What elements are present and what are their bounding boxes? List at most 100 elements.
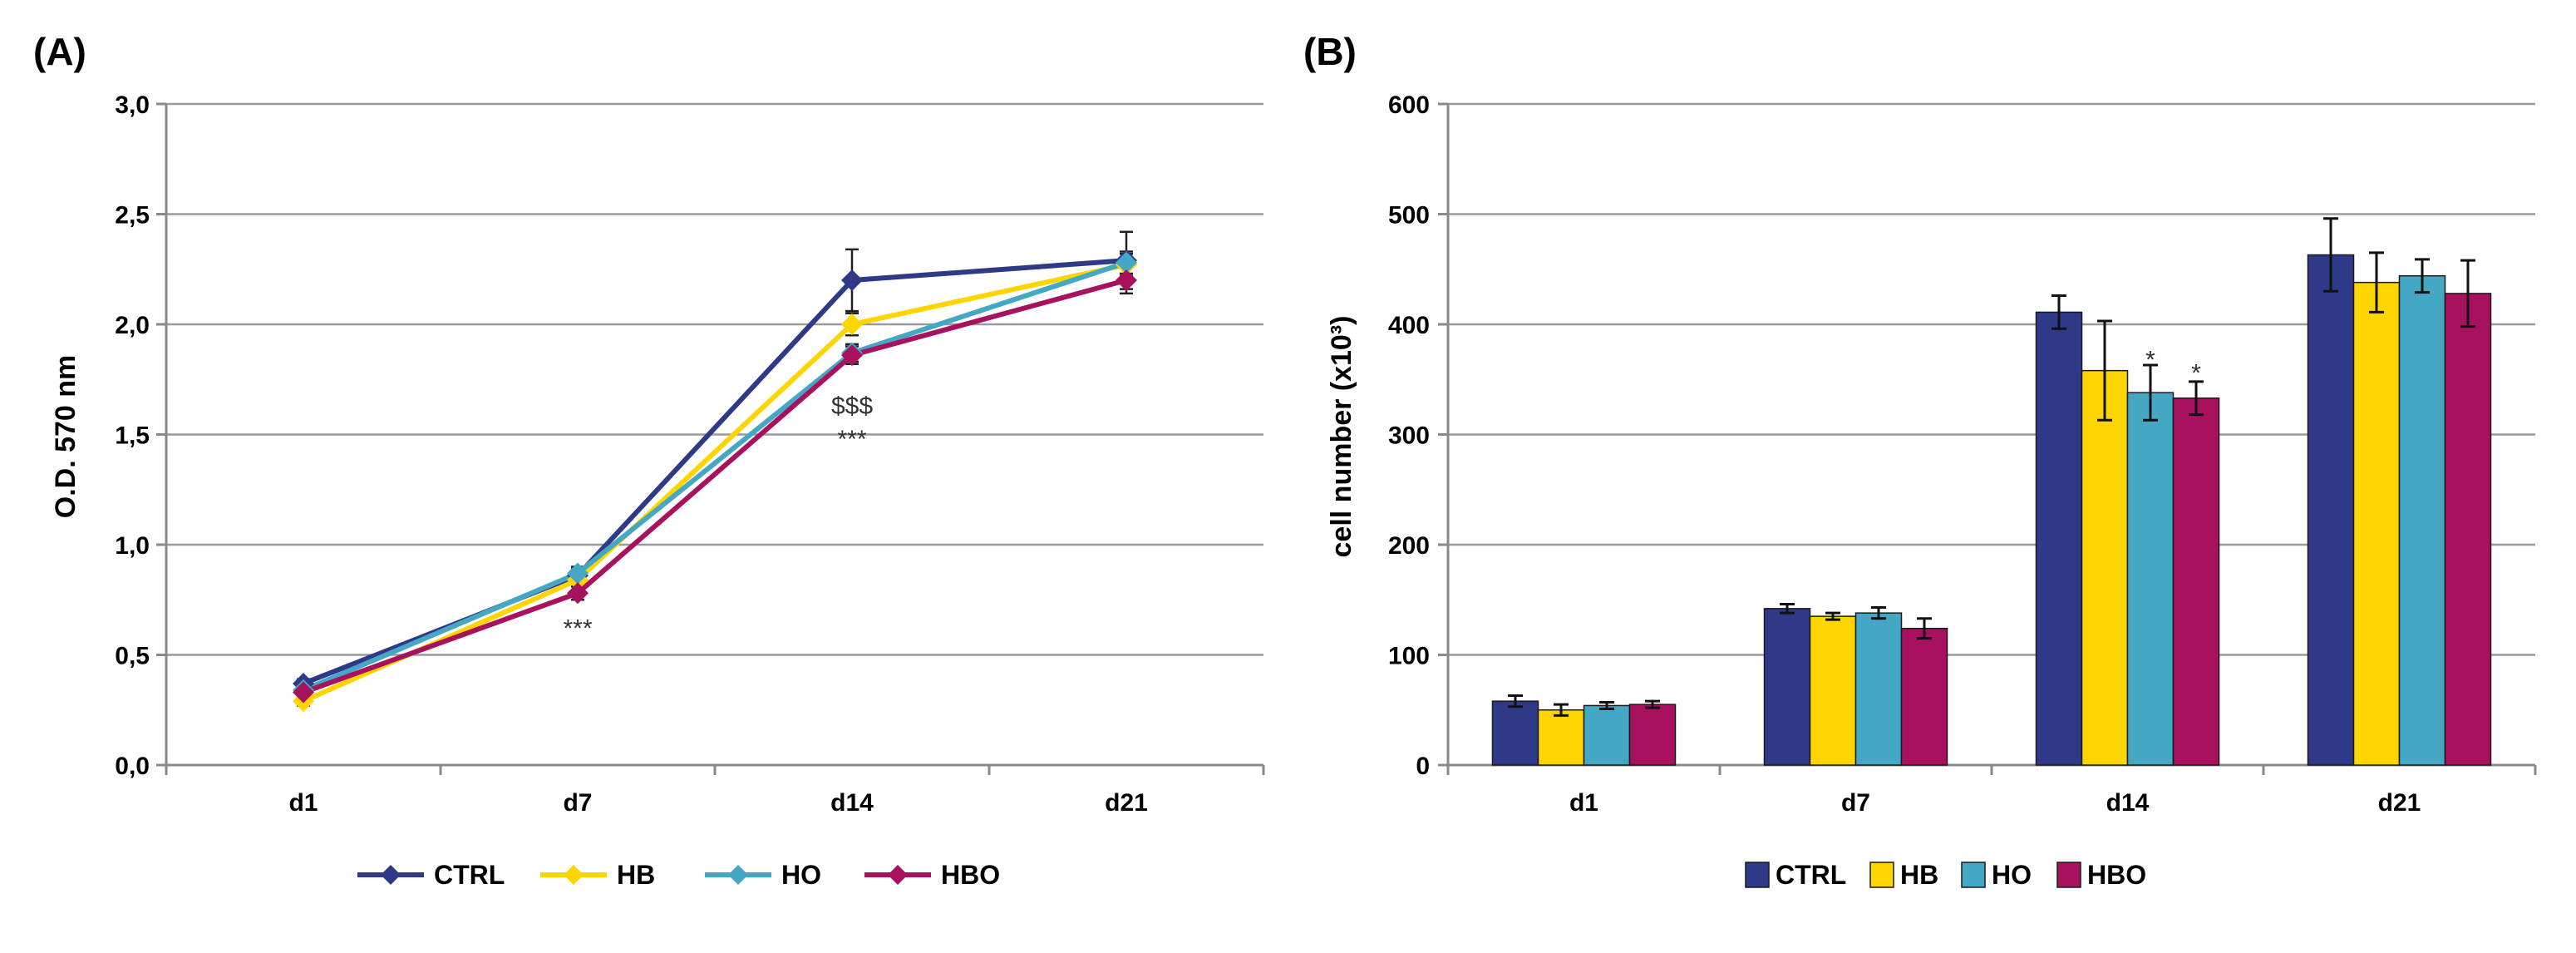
panel-a-x-tick-label-d1: d1 xyxy=(288,789,318,817)
panel-b-y-axis-title: cell number (x10³) xyxy=(1326,316,1357,558)
panel-a-series-lines xyxy=(302,258,1127,704)
legend-label-ho: HO xyxy=(1992,860,2032,890)
panel-b-bar-ho-d1 xyxy=(1583,704,1631,766)
panel-b-bar-ctrl-d1 xyxy=(1491,700,1539,766)
panel-a-line-chart: (A) O.D. 570 nm 0,0 0,5 1,0 1,5 2,0 2,5 3,0 d1… xyxy=(33,30,1265,890)
legend-label-hb: HB xyxy=(617,860,655,890)
panel-b-bar-hb-d1 xyxy=(1537,709,1585,766)
panel-b-y-tick-labels: 0 100 200 300 400 500 600 xyxy=(1388,91,1430,780)
panel-a-y-tick-labels: 0,0 0,5 1,0 1,5 2,0 2,5 3,0 xyxy=(115,91,150,780)
panel-b-bar-ho-d7 xyxy=(1854,612,1903,766)
panel-b-error-bar-hb-d14 xyxy=(2097,319,2112,422)
panel-b-annotation-0: * xyxy=(2145,346,2155,373)
panel-b-error-bar-hbo-d14 xyxy=(2189,380,2204,417)
panel-b-x-tick-labels: d1 d7 d14 d21 xyxy=(1569,789,2421,817)
panel-b-legend: CTRL HB HO HBO xyxy=(1745,860,2146,890)
panel-b-error-bar-hb-d1 xyxy=(1554,703,1569,717)
panel-a-x-tick-label-d14: d14 xyxy=(830,789,874,817)
panel-a-y-tick-label-1: 0,5 xyxy=(115,643,150,670)
panel-b-error-bar-ctrl-d21 xyxy=(2323,217,2338,293)
panel-b-significance-annotations: * * xyxy=(2145,346,2201,387)
panel-b-error-bar-ho-d21 xyxy=(2415,258,2430,294)
panel-b-bar-hbo-d21 xyxy=(2444,293,2492,766)
panel-a-annotation-1: $$$ xyxy=(831,393,873,420)
legend-label-hbo: HBO xyxy=(2087,860,2146,890)
legend-marker-ho xyxy=(728,865,748,885)
legend-swatch-hb xyxy=(1869,862,1894,888)
panel-b-label: (B) xyxy=(1303,30,1357,73)
panel-b-bar-hbo-d14 xyxy=(2172,397,2220,766)
panel-b-x-tick-label-d7: d7 xyxy=(1841,789,1870,817)
panel-b-error-bar-hbo-d21 xyxy=(2460,259,2475,328)
legend-swatch-ho xyxy=(1961,862,1986,888)
panel-b-x-tick-label-d1: d1 xyxy=(1569,789,1598,817)
panel-a-marker-ho-d21 xyxy=(1116,251,1137,274)
panel-a-annotation-0: *** xyxy=(563,615,592,643)
panel-a-marker-hbo-d7 xyxy=(567,582,589,605)
legend-label-hb: HB xyxy=(1900,860,1938,890)
panel-b-bar-ctrl-d7 xyxy=(1763,608,1811,766)
panel-a-y-axis-title: O.D. 570 nm xyxy=(50,355,81,519)
panel-a-marker-hb-d14 xyxy=(841,314,863,335)
panel-a-annotation-2: *** xyxy=(837,426,866,453)
panel-a-marker-ctrl-d14 xyxy=(841,269,863,291)
panel-b-bar-ctrl-d21 xyxy=(2307,254,2355,766)
panel-b-y-tick-label-2: 200 xyxy=(1388,532,1430,560)
panel-b-y-tick-label-6: 600 xyxy=(1388,91,1430,119)
panel-a-gridlines xyxy=(156,102,1265,775)
legend-label-ho: HO xyxy=(781,860,821,890)
panel-a-y-tick-label-6: 3,0 xyxy=(115,91,150,119)
legend-swatch-hbo xyxy=(2056,862,2081,888)
panel-b-error-bar-ctrl-d1 xyxy=(1508,694,1523,709)
panel-a-marker-ho-d7 xyxy=(567,562,589,585)
panel-b-error-bars xyxy=(1508,217,2475,717)
panel-a-y-tick-label-2: 1,0 xyxy=(115,532,150,560)
panel-b-y-tick-label-5: 500 xyxy=(1388,202,1430,230)
panel-b-bar-ctrl-d14 xyxy=(2035,311,2083,766)
legend-label-ctrl: CTRL xyxy=(1776,860,1846,890)
panel-b-x-tick-label-d14: d14 xyxy=(2106,789,2150,817)
panel-b-y-tick-label-1: 100 xyxy=(1388,643,1430,670)
legend-label-hbo: HBO xyxy=(941,860,1000,890)
panel-b-y-tick-label-0: 0 xyxy=(1416,753,1430,780)
panel-a-line-hbo xyxy=(302,278,1127,695)
panel-a-markers xyxy=(293,249,1137,713)
panel-a-marker-hbo-d21 xyxy=(1116,269,1137,291)
panel-b-bar-hbo-d7 xyxy=(1900,627,1948,766)
panel-b-bar-hb-d14 xyxy=(2081,369,2129,766)
legend-marker-hb xyxy=(564,865,584,885)
panel-b-x-tick-label-d21: d21 xyxy=(2378,789,2421,817)
panel-b-bars xyxy=(1491,254,2492,766)
panel-a-marker-hbo-d14 xyxy=(841,344,863,367)
panel-b-bar-ho-d14 xyxy=(2126,392,2175,766)
legend-marker-hbo xyxy=(888,865,908,885)
panel-b-error-bar-hbo-d7 xyxy=(1917,617,1932,640)
panel-a-significance-annotations: *** $$$ *** xyxy=(563,393,873,643)
panel-b-error-bar-ho-d7 xyxy=(1871,606,1886,620)
panel-b-annotation-1: * xyxy=(2191,359,2201,387)
panel-a-x-tick-labels: d1 d7 d14 d21 xyxy=(288,789,1147,817)
panel-b-y-tick-label-4: 400 xyxy=(1388,312,1430,339)
panel-a-x-tick-label-d7: d7 xyxy=(563,789,592,817)
panel-b-bar-ho-d21 xyxy=(2398,274,2446,766)
panel-b-error-bar-hbo-d1 xyxy=(1645,699,1660,709)
panel-b-error-bar-ho-d14 xyxy=(2143,363,2158,422)
panel-b-error-bar-ctrl-d7 xyxy=(1780,603,1795,615)
panel-a-x-tick-label-d21: d21 xyxy=(1105,789,1148,817)
panel-a-legend: CTRL HB HO HBO xyxy=(357,860,1000,890)
panel-b-bar-hb-d7 xyxy=(1809,615,1857,766)
panel-a-y-tick-label-3: 1,5 xyxy=(115,422,150,450)
panel-a-y-tick-label-4: 2,0 xyxy=(115,312,150,339)
panel-b-error-bar-ho-d1 xyxy=(1599,700,1614,710)
panel-b-y-tick-label-3: 300 xyxy=(1388,422,1430,450)
panel-a-y-tick-label-0: 0,0 xyxy=(115,753,150,780)
legend-marker-ctrl xyxy=(381,865,401,885)
panel-b-bar-chart: (B) cell number (x10³) 0 100 200 300 400 500 6… xyxy=(1303,30,2537,890)
panel-b-error-bar-hb-d7 xyxy=(1825,611,1840,621)
legend-swatch-ctrl xyxy=(1745,862,1770,888)
panel-b-error-bar-hb-d21 xyxy=(2369,251,2384,314)
panel-a-y-tick-label-5: 2,5 xyxy=(115,202,150,230)
legend-label-ctrl: CTRL xyxy=(434,860,505,890)
panel-a-label: (A) xyxy=(33,30,86,73)
